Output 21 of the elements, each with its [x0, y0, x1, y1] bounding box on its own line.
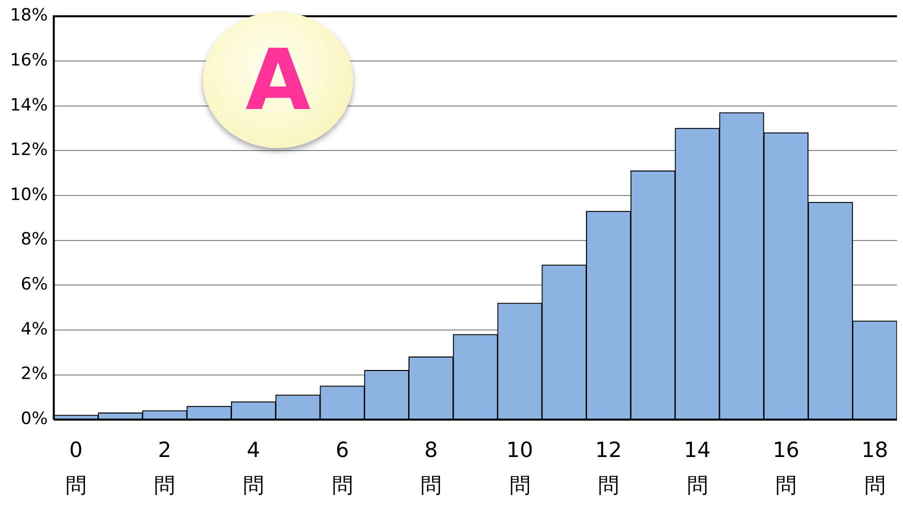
- y-tick-label: 16%: [10, 50, 48, 70]
- x-tick-label: 12 問: [595, 438, 622, 498]
- y-tick-label: 6%: [20, 274, 48, 295]
- circle-badge: A: [203, 12, 353, 148]
- x-tick-label: 0 問: [65, 438, 86, 498]
- x-tick-label: 6 問: [332, 438, 353, 498]
- x-tick-label: 16 問: [772, 438, 800, 498]
- y-tick-label: 18%: [10, 6, 48, 26]
- y-tick-label: 10%: [10, 184, 48, 205]
- y-tick-label: 2%: [20, 364, 48, 384]
- x-tick-label: 8 問: [420, 438, 442, 498]
- x-tick-label: 14 問: [684, 438, 711, 498]
- y-tick-label: 8%: [20, 230, 48, 250]
- y-tick-label: 4%: [20, 319, 48, 340]
- y-tick-label: 14%: [10, 95, 48, 116]
- x-tick-label: 4 問: [242, 438, 264, 498]
- x-tick-label: 10 問: [506, 438, 534, 498]
- y-tick-label: 0%: [20, 409, 48, 430]
- x-tick-label: 18 問: [861, 438, 888, 498]
- y-tick-label: 12%: [10, 140, 48, 160]
- x-tick-label: 2 問: [154, 438, 176, 498]
